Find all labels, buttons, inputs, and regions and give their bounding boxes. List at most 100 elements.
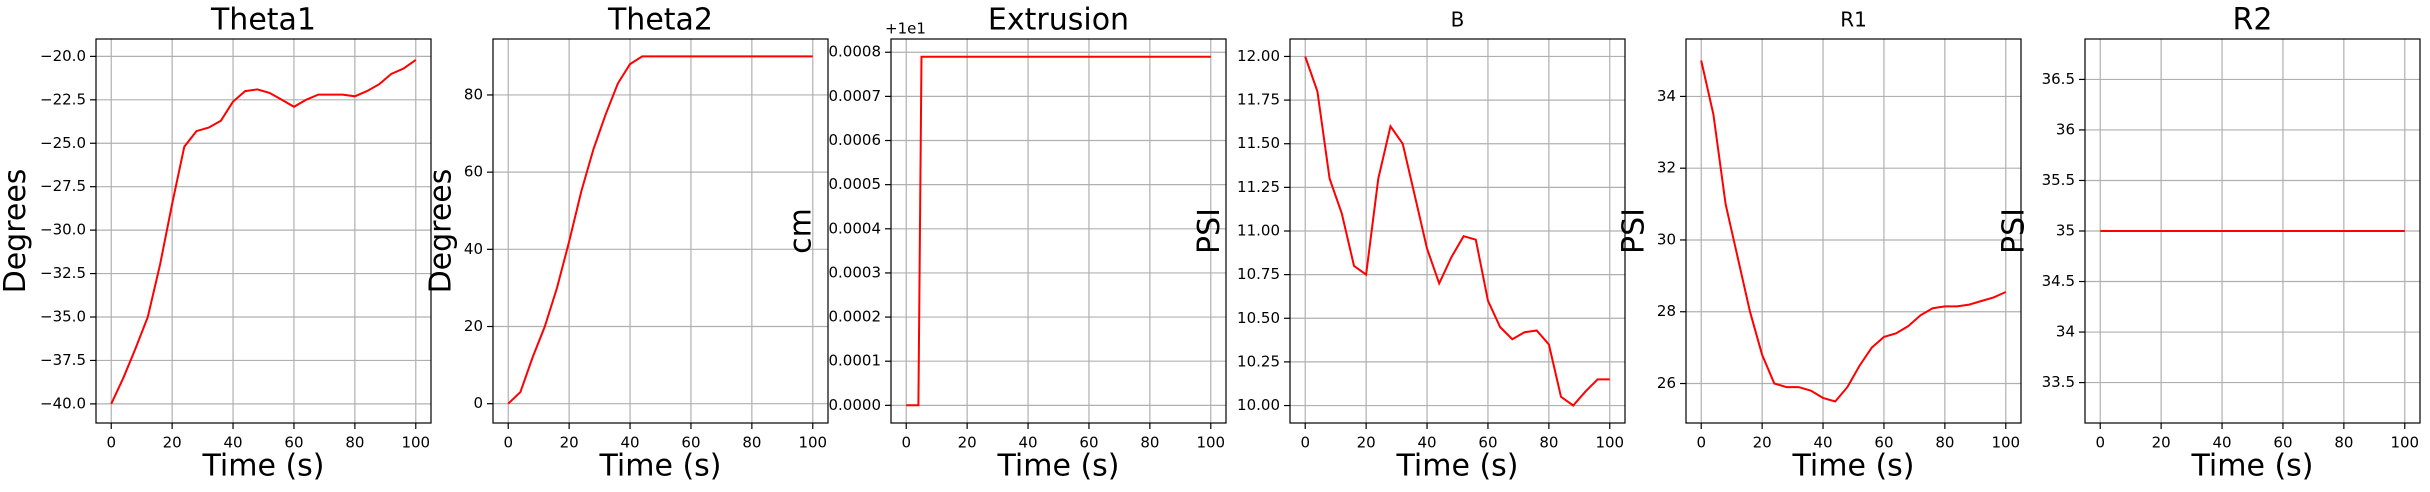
subplot-title: Extrusion [988, 3, 1129, 38]
x-tick-label: 60 [1874, 434, 1893, 452]
y-tick-label: 0.0005 [829, 175, 882, 193]
x-tick-label: 40 [1417, 434, 1436, 452]
x-axis-label: Time (s) [2191, 449, 2314, 484]
y-tick-label: 36.5 [2042, 70, 2075, 88]
subplot-title: Theta1 [210, 3, 316, 38]
x-tick-label: 100 [2390, 434, 2419, 452]
x-tick-label: 100 [1991, 434, 2020, 452]
x-tick-label: 20 [2152, 434, 2171, 452]
y-tick-label: 30 [1657, 230, 1676, 248]
y-tick-label: 35 [2056, 222, 2075, 240]
x-tick-label: 40 [1813, 434, 1832, 452]
axis-offset: +1e1 [885, 20, 926, 38]
y-tick-label: 40 [464, 240, 483, 258]
y-tick-label: 0.0002 [829, 308, 882, 326]
x-tick-label: 0 [2095, 434, 2105, 452]
x-tick-label: 80 [2334, 434, 2353, 452]
x-tick-label: 60 [681, 434, 700, 452]
x-tick-label: 80 [742, 434, 761, 452]
y-tick-label: −32.5 [40, 264, 86, 282]
y-tick-label: 0.0003 [829, 263, 882, 281]
subplot: 0 20 40 60 80 100 0 20 40 60 80 Theta2 Time (s) Degre… [424, 3, 829, 484]
data-line [507, 55, 813, 405]
y-tick-label: 20 [464, 317, 483, 335]
x-tick-label: 20 [1357, 434, 1376, 452]
x-tick-label: 40 [2212, 434, 2231, 452]
y-tick-label: 0.0001 [829, 352, 882, 370]
y-axis-label: Degrees [424, 169, 459, 294]
y-axis-label: PSI [1192, 208, 1227, 254]
x-tick-label: 40 [223, 434, 242, 452]
y-tick-label: 0 [473, 394, 483, 412]
x-tick-label: 80 [1140, 434, 1159, 452]
x-tick-label: 80 [1539, 434, 1558, 452]
x-tick-label: 0 [106, 434, 116, 452]
y-tick-label: 34 [1657, 87, 1676, 105]
y-tick-label: 11.25 [1237, 178, 1280, 196]
y-tick-label: 0.0004 [829, 219, 882, 237]
y-tick-label: 0.0007 [829, 87, 882, 105]
subplot: 0 20 40 60 80 100 −40.0 −37.5 −35.0 −32.5 −30.0 −27… [0, 3, 432, 484]
x-axis-label: Time (s) [599, 449, 722, 484]
x-tick-label: 20 [1753, 434, 1772, 452]
y-tick-label: 10.50 [1237, 309, 1280, 327]
y-tick-label: 80 [464, 85, 483, 103]
y-tick-label: 0.0000 [829, 396, 882, 414]
axes-frame [2084, 38, 2421, 424]
axes-frame [1685, 38, 2022, 424]
y-tick-label: 33.5 [2042, 373, 2075, 391]
y-axis-label: Degrees [0, 169, 33, 294]
y-tick-label: 34 [2056, 323, 2075, 341]
x-tick-label: 60 [1079, 434, 1098, 452]
y-tick-label: 10.75 [1237, 265, 1280, 283]
y-tick-label: 10.25 [1237, 352, 1280, 370]
subplot: 0 20 40 60 80 100 26 28 30 32 34 R1 Time (s) PSI [1617, 8, 2022, 484]
x-tick-label: 20 [958, 434, 977, 452]
x-tick-label: 40 [1018, 434, 1037, 452]
x-tick-label: 0 [901, 434, 911, 452]
subplot: 0 20 40 60 80 100 0.0000 0.0001 0.0002 0.0003 0.00… [784, 3, 1227, 484]
y-tick-label: −20.0 [40, 47, 86, 65]
x-tick-label: 0 [1300, 434, 1310, 452]
y-tick-label: 32 [1657, 159, 1676, 177]
x-tick-label: 0 [503, 434, 513, 452]
y-tick-label: −25.0 [40, 134, 86, 152]
x-tick-label: 100 [1595, 434, 1624, 452]
y-axis-label: cm [784, 208, 819, 254]
y-tick-label: 0.0006 [829, 131, 882, 149]
x-tick-label: 100 [1196, 434, 1225, 452]
x-tick-label: 80 [1935, 434, 1954, 452]
y-tick-label: 12.00 [1237, 47, 1280, 65]
data-line [906, 55, 1211, 407]
x-tick-label: 100 [798, 434, 827, 452]
y-tick-label: 60 [464, 163, 483, 181]
subplot-title: Theta2 [607, 3, 713, 38]
subplot-title: R1 [1840, 8, 1867, 32]
y-tick-label: 34.5 [2042, 272, 2075, 290]
y-axis-label: PSI [1617, 208, 1652, 254]
x-axis-label: Time (s) [997, 449, 1120, 484]
x-axis-label: Time (s) [202, 449, 325, 484]
y-tick-label: −37.5 [40, 351, 86, 369]
data-line [1304, 56, 1610, 407]
x-tick-label: 80 [345, 434, 364, 452]
y-tick-label: 35.5 [2042, 171, 2075, 189]
y-tick-label: −30.0 [40, 221, 86, 239]
axes-frame [890, 38, 1227, 424]
x-axis-label: Time (s) [1792, 449, 1915, 484]
x-tick-label: 40 [620, 434, 639, 452]
y-tick-label: 0.0008 [829, 43, 882, 61]
y-tick-label: −22.5 [40, 90, 86, 108]
x-axis-label: Time (s) [1396, 449, 1519, 484]
x-tick-label: 60 [2273, 434, 2292, 452]
subplot-title: B [1451, 8, 1465, 32]
y-tick-label: 11.00 [1237, 222, 1280, 240]
axes-frame [95, 38, 432, 424]
y-tick-label: 10.00 [1237, 396, 1280, 414]
data-line [110, 59, 417, 405]
y-tick-label: −27.5 [40, 177, 86, 195]
y-tick-label: 26 [1657, 374, 1676, 392]
axes-frame [1289, 38, 1626, 424]
y-tick-label: −35.0 [40, 308, 86, 326]
